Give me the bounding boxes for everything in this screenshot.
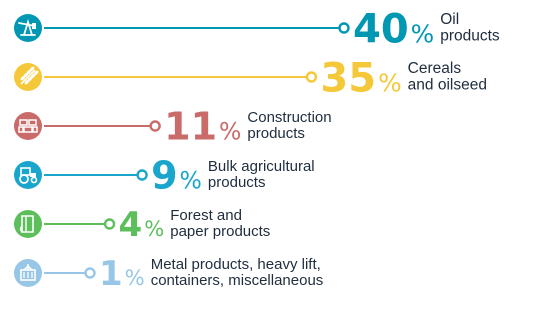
percent-value: 9% xyxy=(151,154,202,198)
percent-sign: % xyxy=(125,265,145,290)
value-bar-end-dot xyxy=(103,218,116,230)
value-bar-end-dot xyxy=(305,71,318,83)
category-label-line: containers, miscellaneous xyxy=(151,272,324,289)
category-label-line: Cereals xyxy=(408,60,462,77)
category-label-line: and oilseed xyxy=(408,76,487,93)
tractor-icon xyxy=(14,161,42,189)
category-label-line: products xyxy=(440,27,500,44)
percent-number: 9 xyxy=(151,154,177,198)
category-label: Metal products, heavy lift, containers, m… xyxy=(151,256,324,289)
category-label-line: paper products xyxy=(170,223,270,240)
percent-number: 11 xyxy=(164,105,217,149)
percent-number: 1 xyxy=(99,254,123,294)
category-label-line: Oil xyxy=(440,11,459,28)
value-bar-end-dot xyxy=(149,120,161,132)
percent-sign: % xyxy=(219,118,241,146)
percent-sign: % xyxy=(378,68,402,97)
chart-row-5: 1%Metal products, heavy lift, containers,… xyxy=(14,254,323,294)
percent-sign: % xyxy=(144,216,164,241)
container-crane-icon xyxy=(14,259,42,287)
percent-value: 40% xyxy=(353,6,434,52)
chart-row-2: 11%Construction products xyxy=(14,105,332,149)
percent-value: 11% xyxy=(164,105,241,149)
value-bar-end-dot xyxy=(338,22,350,34)
category-label: Oil products xyxy=(440,11,500,44)
percent-sign: % xyxy=(411,19,435,48)
category-label: Forest and paper products xyxy=(170,207,270,240)
chart-row-1: 35% Cereals and oilseed xyxy=(14,55,487,101)
category-label-line: products xyxy=(247,125,305,142)
category-label: Construction products xyxy=(247,109,331,142)
category-label-line: Metal products, heavy lift, xyxy=(151,256,321,273)
percent-sign: % xyxy=(180,167,202,195)
percent-number: 4 xyxy=(119,205,143,245)
paper-roll-icon xyxy=(14,210,42,238)
value-bar-end-dot xyxy=(136,169,148,181)
percent-value: 4% xyxy=(119,205,165,245)
chart-row-0: 40% Oil products xyxy=(14,6,500,52)
wheat-icon xyxy=(14,63,42,91)
bricks-icon xyxy=(14,112,42,140)
percent-value: 35% xyxy=(320,55,401,101)
percent-number: 35 xyxy=(320,55,376,101)
category-label-line: products xyxy=(208,174,266,191)
value-bar-end-dot xyxy=(84,267,96,279)
category-label-line: Forest and xyxy=(170,207,242,224)
category-label: Bulk agricultural products xyxy=(208,158,315,191)
percent-value: 1% xyxy=(99,254,145,294)
category-label-line: Bulk agricultural xyxy=(208,158,315,175)
category-label: Cereals and oilseed xyxy=(408,60,487,93)
chart-row-3: 9%Bulk agricultural products xyxy=(14,154,315,198)
percent-number: 40 xyxy=(353,6,409,52)
chart-row-4: 4%Forest and paper products xyxy=(14,205,270,245)
oil-pump-icon xyxy=(14,14,42,42)
category-label-line: Construction xyxy=(247,109,331,126)
